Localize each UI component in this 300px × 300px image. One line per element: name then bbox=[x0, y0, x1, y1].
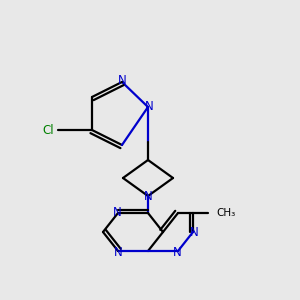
Text: N: N bbox=[118, 74, 126, 88]
Text: N: N bbox=[144, 190, 152, 202]
Text: N: N bbox=[114, 245, 122, 259]
Text: Cl: Cl bbox=[42, 124, 54, 136]
Text: N: N bbox=[112, 206, 122, 220]
Text: CH₃: CH₃ bbox=[216, 208, 235, 218]
Text: N: N bbox=[172, 245, 182, 259]
Text: N: N bbox=[190, 226, 198, 239]
Text: N: N bbox=[145, 100, 153, 113]
